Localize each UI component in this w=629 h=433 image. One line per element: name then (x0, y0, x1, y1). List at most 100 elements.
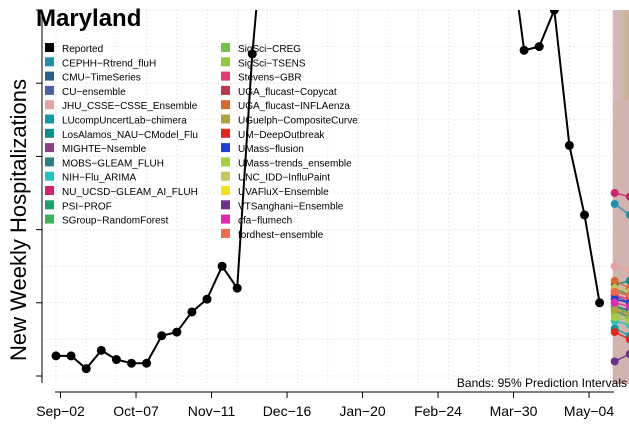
reported-point (580, 210, 589, 220)
x-tick-label: Mar−30 (490, 403, 538, 419)
reported-point (51, 351, 61, 361)
reported-point (247, 49, 257, 59)
legend-label: VTSanghani−Ensemble (238, 201, 344, 212)
legend-swatch (45, 43, 54, 52)
reported-point (187, 307, 197, 317)
legend-swatch (45, 186, 54, 195)
legend-label: UMass−trends_ensemble (238, 158, 352, 169)
forecast-point (625, 211, 629, 219)
legend-swatch (221, 200, 230, 210)
forecast-point (625, 265, 629, 274)
reported-point (519, 45, 529, 55)
legend-label: NIH−Flu_ARIMA (62, 173, 137, 184)
forecast-point (610, 306, 619, 315)
legend-label: SigSci−CREG (238, 44, 301, 55)
reported-point (549, 10, 559, 15)
legend-swatch (221, 43, 230, 52)
legend-swatch (221, 157, 230, 167)
forecast-line (614, 327, 629, 337)
x-tick-label: Dec−16 (263, 403, 312, 419)
legend-swatch (221, 57, 230, 67)
legend-label: CEPHH−Rtrend_fluH (62, 58, 156, 69)
reported-line (56, 10, 601, 371)
reported-point (142, 358, 152, 368)
x-axis-ticks: Sep−02 Oct−07 Nov−11 Dec−16 Jan−20 Feb−24 Mar−… (36, 392, 614, 419)
legend-swatch (45, 171, 54, 181)
prediction-band-stripe (624, 10, 629, 100)
legend-label: LosAlamos_NAU−CModel_Flu (62, 130, 198, 141)
x-tick-label: Feb−24 (414, 403, 462, 419)
forecast-point (625, 302, 629, 311)
forecast-line (614, 298, 629, 304)
reported-point (127, 358, 136, 368)
legend-label: MIGHTE−Nsemble (62, 144, 147, 155)
forecast-line (614, 294, 629, 304)
forecast-line (614, 309, 629, 315)
legend-label: PSI−PROF (62, 201, 112, 212)
x-tick-label: Nov−11 (188, 403, 236, 419)
forecast-point (625, 291, 629, 300)
forecast-line (614, 313, 629, 319)
reported-series (51, 10, 605, 374)
legend-label: UNC_IDD−InfluPaint (238, 173, 330, 184)
legend-swatch (221, 128, 230, 138)
x-tick-label: Oct−07 (113, 403, 159, 419)
band-note: Bands: 95% Prediction Intervals (457, 376, 627, 390)
legend-label: UGuelph−CompositeCurve (238, 116, 358, 127)
forecast-point (610, 298, 619, 307)
reported-point (202, 294, 212, 304)
legend-swatch (45, 114, 54, 124)
reported-point (66, 351, 76, 361)
legend-label: UM−DeepOutbreak (238, 130, 325, 141)
forecast-point (610, 199, 619, 208)
legend-swatch (221, 214, 230, 224)
legend-label: CU−ensemble (62, 87, 126, 98)
forecast-line (614, 316, 629, 322)
forecast-point (625, 335, 629, 344)
forecast-line (614, 302, 629, 308)
legend-swatch (45, 214, 54, 224)
forecast-line (614, 291, 629, 297)
prediction-band-stripe (618, 10, 627, 100)
reported-point (217, 261, 227, 271)
forecast-point (625, 276, 629, 285)
legend-label: MOBS−GLEAM_FLUH (62, 158, 164, 169)
forecast-point (625, 309, 629, 318)
forecast-layer (610, 189, 629, 366)
legend-swatch (221, 71, 230, 81)
legend-swatch (45, 157, 54, 167)
legend-label: cfa−flumech (238, 216, 292, 227)
legend: Reported CEPHH−Rtrend_fluH CMU−TimeSeries C… (45, 43, 358, 241)
reported-point (111, 355, 121, 365)
legend-label: Reported (62, 44, 103, 55)
x-tick-label: Sep−02 (36, 403, 85, 419)
legend-label: fordhest−ensemble (238, 230, 324, 241)
reported-point (534, 42, 544, 52)
forecast-line (614, 280, 629, 286)
forecast-point (610, 189, 619, 197)
x-tick-label: Jan−20 (339, 403, 386, 419)
prediction-band-stripe (612, 10, 621, 100)
legend-label: UVAFluX−Ensemble (238, 187, 329, 198)
forecast-line (614, 305, 629, 311)
forecast-point (625, 317, 629, 326)
forecast-point (625, 350, 629, 358)
forecast-line (614, 203, 629, 216)
legend-swatch (221, 114, 230, 124)
legend-swatch (45, 85, 54, 95)
reported-point (232, 283, 242, 293)
forecast-point (625, 192, 629, 201)
x-tick-label: May−04 (564, 403, 614, 419)
legend-swatch (221, 171, 230, 181)
forecast-line (614, 353, 629, 363)
forecast-line (614, 265, 629, 271)
legend-swatch (221, 143, 230, 153)
forecast-point (610, 276, 619, 285)
y-axis-ticks (36, 9, 42, 377)
forecast-point (610, 313, 619, 322)
y-axis-label: New Weekly Hospitalizations (6, 79, 31, 361)
reported-point (595, 298, 605, 308)
legend-label: NU_UCSD−GLEAM_AI_FLUH (62, 187, 198, 198)
legend-swatch (221, 85, 230, 95)
legend-label: SGroup−RandomForest (62, 216, 169, 227)
